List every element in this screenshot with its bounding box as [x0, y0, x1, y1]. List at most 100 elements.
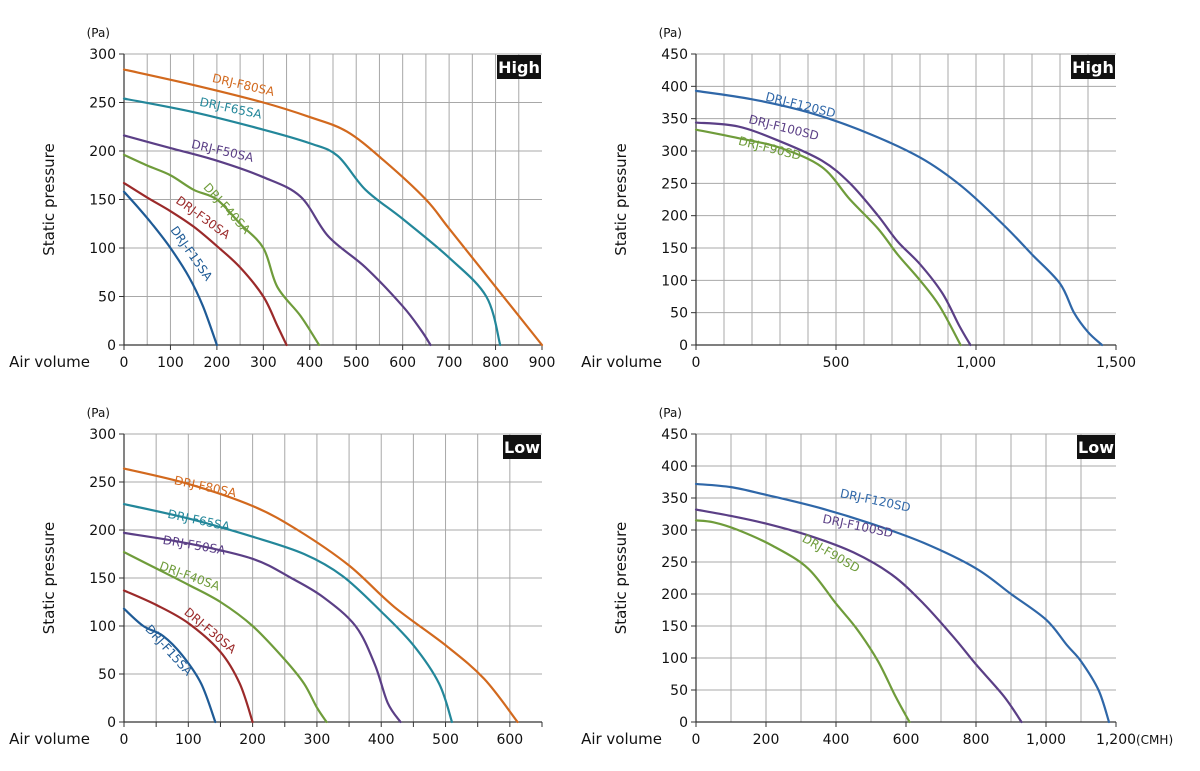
speed-badge: Low [1078, 438, 1114, 457]
y-tick-label: 0 [107, 715, 116, 731]
y-axis-title: Static pressure [612, 143, 630, 255]
y-tick-label: 250 [89, 96, 116, 112]
grid [696, 53, 1116, 345]
y-tick-label: 250 [89, 475, 116, 491]
chart-panel-4: 0 50 100 150 200 250 300 350 400 450 0 200 400 600 800… [581, 406, 1173, 748]
y-tick-label: 0 [679, 338, 688, 354]
y-tick-label: 400 [661, 79, 688, 95]
x-tick-label: 0 [120, 732, 129, 748]
y-tick-label: 350 [661, 112, 688, 128]
y-unit-label: (Pa) [659, 26, 682, 40]
series-line-drj-f90sd [694, 519, 911, 724]
x-tick-label: 600 [496, 732, 523, 748]
x-tick-label: 900 [529, 355, 556, 371]
series-line-drj-f120sd [694, 89, 1104, 347]
x-tick-label: 400 [296, 355, 323, 371]
badge-background [497, 55, 541, 79]
x-tick-label: 500 [343, 355, 370, 371]
y-tick-label: 0 [679, 715, 688, 731]
series-label: DRJ-F40SA [158, 559, 223, 594]
grid [124, 433, 542, 722]
x-tick-label: 1,000 [1026, 732, 1066, 748]
y-tick-label: 300 [89, 427, 116, 443]
series-line-drj-f15sa [122, 190, 218, 347]
series-line-drj-f80sa [122, 68, 544, 347]
series-line-drj-f40sa [122, 153, 321, 347]
x-tick-label: 200 [204, 355, 231, 371]
series-line-drj-f90sd [694, 128, 962, 347]
speed-badge: High [1072, 58, 1114, 77]
x-tick-label: 400 [368, 732, 395, 748]
y-tick-label: 350 [661, 491, 688, 507]
series-line-drj-f40sa [122, 550, 328, 724]
y-tick-label: 200 [89, 144, 116, 160]
y-tick-label: 150 [89, 571, 116, 587]
speed-badge: High [498, 58, 540, 77]
chart-panel-1: 0 50 100 150 200 250 300 0 100 200 300 400 500 600 700… [9, 26, 555, 371]
grid [696, 433, 1116, 722]
x-tick-label: 400 [823, 732, 850, 748]
y-tick-label: 450 [661, 47, 688, 63]
x-axis-title: Air volume [9, 730, 90, 748]
x-tick-label: 500 [823, 355, 850, 371]
series-line-drj-f100sd [694, 121, 972, 347]
y-tick-label: 100 [89, 619, 116, 635]
y-tick-label: 200 [661, 209, 688, 225]
x-tick-label: 100 [157, 355, 184, 371]
y-tick-label: 200 [661, 587, 688, 603]
y-tick-label: 450 [661, 427, 688, 443]
x-tick-label: 0 [120, 355, 129, 371]
x-axis-title: Air volume [581, 730, 662, 748]
x-axis-title: Air volume [581, 353, 662, 371]
series-label: DRJ-F50SA [162, 533, 227, 558]
x-tick-label: 1,000 [956, 355, 996, 371]
x-tick-label: 300 [250, 355, 277, 371]
x-tick-label: 700 [436, 355, 463, 371]
x-tick-label: 600 [389, 355, 416, 371]
chart-panel-3: 0 50 100 150 200 250 300 0 100 200 300 400 500 600 (Pa… [9, 406, 543, 748]
x-tick-label: 1,200 [1096, 732, 1136, 748]
badge-background [1077, 435, 1115, 459]
series-label: DRJ-F30SA [181, 605, 239, 657]
series-label: DRJ-F80SA [173, 473, 239, 500]
series-label: DRJ-F80SA [211, 71, 277, 99]
y-tick-label: 150 [89, 193, 116, 209]
x-tick-label: 1,500 [1096, 355, 1136, 371]
y-tick-label: 400 [661, 459, 688, 475]
x-tick-label: 600 [893, 732, 920, 748]
y-tick-label: 50 [670, 306, 688, 322]
y-tick-label: 100 [89, 241, 116, 257]
y-tick-label: 200 [89, 523, 116, 539]
y-tick-label: 300 [661, 523, 688, 539]
y-unit-label: (Pa) [87, 406, 110, 420]
badge-background [1071, 55, 1115, 79]
x-tick-label: 100 [175, 732, 202, 748]
y-unit-label: (Pa) [659, 406, 682, 420]
y-tick-label: 150 [661, 241, 688, 257]
y-tick-label: 300 [661, 144, 688, 160]
series-label: DRJ-F100SD [821, 512, 894, 541]
series-label: DRJ-F120SD [839, 486, 912, 515]
series-line-drj-f50sa [122, 134, 432, 347]
x-tick-label: 800 [963, 732, 990, 748]
series-line-drj-f100sd [694, 508, 1023, 724]
x-tick-label: 800 [482, 355, 509, 371]
y-tick-label: 100 [661, 273, 688, 289]
x-tick-label: 500 [432, 732, 459, 748]
x-tick-label: 0 [692, 732, 701, 748]
speed-badge: Low [504, 438, 540, 457]
chart-panel-2: 0 50 100 150 200 250 300 350 400 450 0 500 1,000 1,50… [581, 26, 1136, 371]
x-tick-label: 200 [239, 732, 266, 748]
series-line-drj-f80sa [122, 467, 519, 724]
y-tick-label: 0 [107, 338, 116, 354]
series-line-drj-f65sa [122, 97, 502, 347]
badge-background [503, 435, 541, 459]
series-line-drj-f30sa [122, 181, 288, 347]
x-tick-label: 300 [304, 732, 331, 748]
x-axis-title: Air volume [9, 353, 90, 371]
y-axis-title: Static pressure [612, 522, 630, 634]
y-tick-label: 100 [661, 651, 688, 667]
x-tick-label: 200 [753, 732, 780, 748]
